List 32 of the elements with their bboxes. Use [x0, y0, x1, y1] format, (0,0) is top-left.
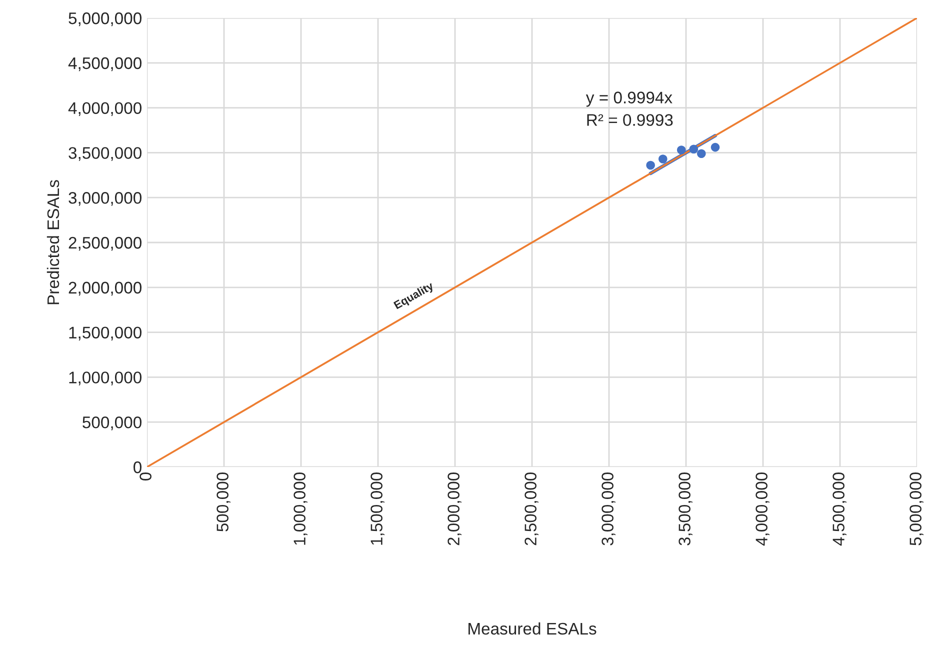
- point: [646, 160, 655, 170]
- y-axis-title: Predicted ESALs: [46, 180, 60, 304]
- y-tick-label: 5,000,000: [68, 12, 142, 26]
- y-tick-label: 4,000,000: [68, 102, 142, 116]
- y-tick-label: 2,500,000: [68, 236, 142, 251]
- point: [697, 149, 706, 158]
- x-tick-label: 4,500,000: [832, 472, 846, 546]
- y-tick-label: 500,000: [82, 416, 142, 430]
- annotation: y = 0.9994x: [586, 92, 672, 107]
- point: [658, 154, 668, 164]
- annotation: R² = 0.9993: [587, 114, 673, 126]
- point: [676, 146, 686, 154]
- y-tick-label: 0: [134, 461, 142, 474]
- x-tick-label: 0: [140, 472, 152, 480]
- point: [710, 142, 720, 152]
- y-tick-label: 3,500,000: [68, 147, 142, 161]
- x-tick-label: 4,000,000: [756, 472, 770, 546]
- point: [689, 144, 698, 154]
- y-tick-label: 2,000,000: [68, 282, 142, 296]
- x-tick-label: 2,500,000: [524, 472, 538, 546]
- x-tick-label: 1,500,000: [370, 472, 384, 545]
- x-tick-label: 2,000,000: [448, 472, 462, 546]
- y-tick-label: 4,500,000: [68, 57, 142, 72]
- y-tick-label: 1,000,000: [69, 372, 142, 386]
- x-tick-label: 500,000: [216, 472, 230, 532]
- x-axis-title: Measured ESALs: [468, 622, 596, 635]
- x-tick-label: 5,000,000: [910, 472, 924, 546]
- y-tick-label: 3,000,000: [68, 192, 142, 206]
- y-tick-label: 1,500,000: [69, 326, 142, 340]
- x-tick-label: 3,500,000: [678, 472, 692, 546]
- x-tick-label: 3,000,000: [602, 472, 616, 546]
- x-tick-label: 1,000,000: [294, 472, 308, 545]
